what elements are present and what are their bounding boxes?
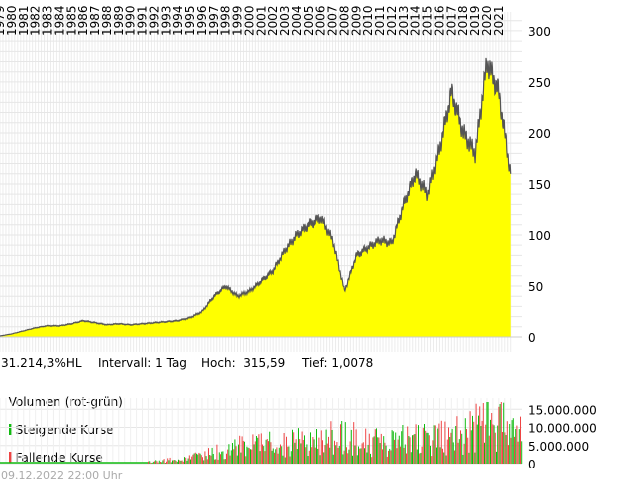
price-xtick-label: 1981 <box>17 5 31 36</box>
price-ytick-label: 50 <box>528 280 543 294</box>
price-xtick-label: 2011 <box>373 5 387 36</box>
price-xtick-label: 1988 <box>100 5 114 36</box>
volume-ytick-label: 15.000.000 <box>528 403 597 417</box>
volume-ytick-label: 0 <box>528 458 536 468</box>
interval-label: Intervall: 1 Tag <box>98 356 187 370</box>
price-xtick-label: 2012 <box>385 5 399 36</box>
price-xtick-label: 2013 <box>397 5 411 36</box>
price-xtick-label: 2018 <box>456 5 470 36</box>
price-area <box>0 57 522 338</box>
price-xtick-label: 2006 <box>314 5 328 36</box>
price-xtick-label: 1995 <box>183 5 197 36</box>
volume-y-axis: 15.000.000 10.000.000 5.000.000 0 <box>528 403 597 468</box>
price-ytick-label: 100 <box>528 229 551 243</box>
price-xtick-label: 2019 <box>468 5 482 36</box>
price-xtick-label: 1991 <box>136 5 150 36</box>
change-label: 31.214,3%HL <box>1 356 82 370</box>
low-label: Tief: 1,0078 <box>302 356 374 370</box>
price-xtick-label: 1983 <box>41 5 55 36</box>
high-label: Hoch: 315,59 <box>201 356 286 370</box>
price-xtick-label: 2007 <box>326 5 340 36</box>
price-xtick-label: 1984 <box>52 5 66 36</box>
volume-bars <box>0 402 523 464</box>
price-xtick-label: 1994 <box>171 5 185 36</box>
price-xtick-label: 1982 <box>29 5 43 36</box>
price-x-axis: 1979198019811982198319841985198619871988… <box>0 5 506 36</box>
volume-chart: 15.000.000 10.000.000 5.000.000 0 <box>0 398 597 468</box>
price-xtick-label: 1993 <box>159 5 173 36</box>
price-xtick-label: 2017 <box>444 5 458 36</box>
price-xtick-label: 2010 <box>361 5 375 36</box>
price-xtick-label: 1979 <box>0 5 7 36</box>
price-ytick-label: 250 <box>528 76 551 90</box>
price-xtick-label: 1992 <box>147 5 161 36</box>
price-ytick-label: 150 <box>528 178 551 192</box>
volume-ytick-label: 10.000.000 <box>528 422 597 436</box>
price-xtick-label: 2016 <box>433 5 447 36</box>
price-ytick-label: 300 <box>528 25 551 39</box>
price-xtick-label: 1985 <box>64 5 78 36</box>
volume-ytick-label: 5.000.000 <box>528 440 589 454</box>
price-xtick-label: 2009 <box>349 5 363 36</box>
up-swatch <box>8 424 12 435</box>
price-ytick-label: 0 <box>528 331 536 345</box>
price-xtick-label: 1999 <box>231 5 245 36</box>
price-xtick-label: 2001 <box>254 5 268 36</box>
price-ytick-label: 200 <box>528 127 551 141</box>
price-xtick-label: 2015 <box>421 5 435 36</box>
timestamp: 09.12.2022 22:00 Uhr <box>1 469 123 482</box>
price-xtick-label: 2014 <box>409 5 423 36</box>
price-xtick-label: 2002 <box>266 5 280 36</box>
down-swatch <box>8 452 12 463</box>
price-line <box>0 57 512 337</box>
price-xtick-label: 1998 <box>219 5 233 36</box>
price-xtick-label: 1986 <box>76 5 90 36</box>
price-xtick-label: 2005 <box>302 5 316 36</box>
price-xtick-label: 1996 <box>195 5 209 36</box>
price-xtick-label: 1980 <box>5 5 19 36</box>
price-xtick-label: 2003 <box>278 5 292 36</box>
price-area-fill <box>0 57 511 338</box>
volume-legend: Volumen (rot-grün) Steigende Kurse Falle… <box>1 381 123 465</box>
price-xtick-label: 2020 <box>480 5 494 36</box>
price-xtick-label: 1989 <box>112 5 126 36</box>
price-y-axis: 0 50 100 150 200 250 300 <box>528 25 551 345</box>
price-xtick-label: 2004 <box>290 5 304 36</box>
price-xtick-label: 1997 <box>207 5 221 36</box>
price-xtick-label: 2000 <box>242 5 256 36</box>
up-legend-label: Steigende Kurse <box>15 423 114 437</box>
price-xtick-label: 2021 <box>492 5 506 36</box>
price-xtick-label: 1990 <box>124 5 138 36</box>
price-xtick-label: 2008 <box>337 5 351 36</box>
price-xtick-label: 1987 <box>88 5 102 36</box>
